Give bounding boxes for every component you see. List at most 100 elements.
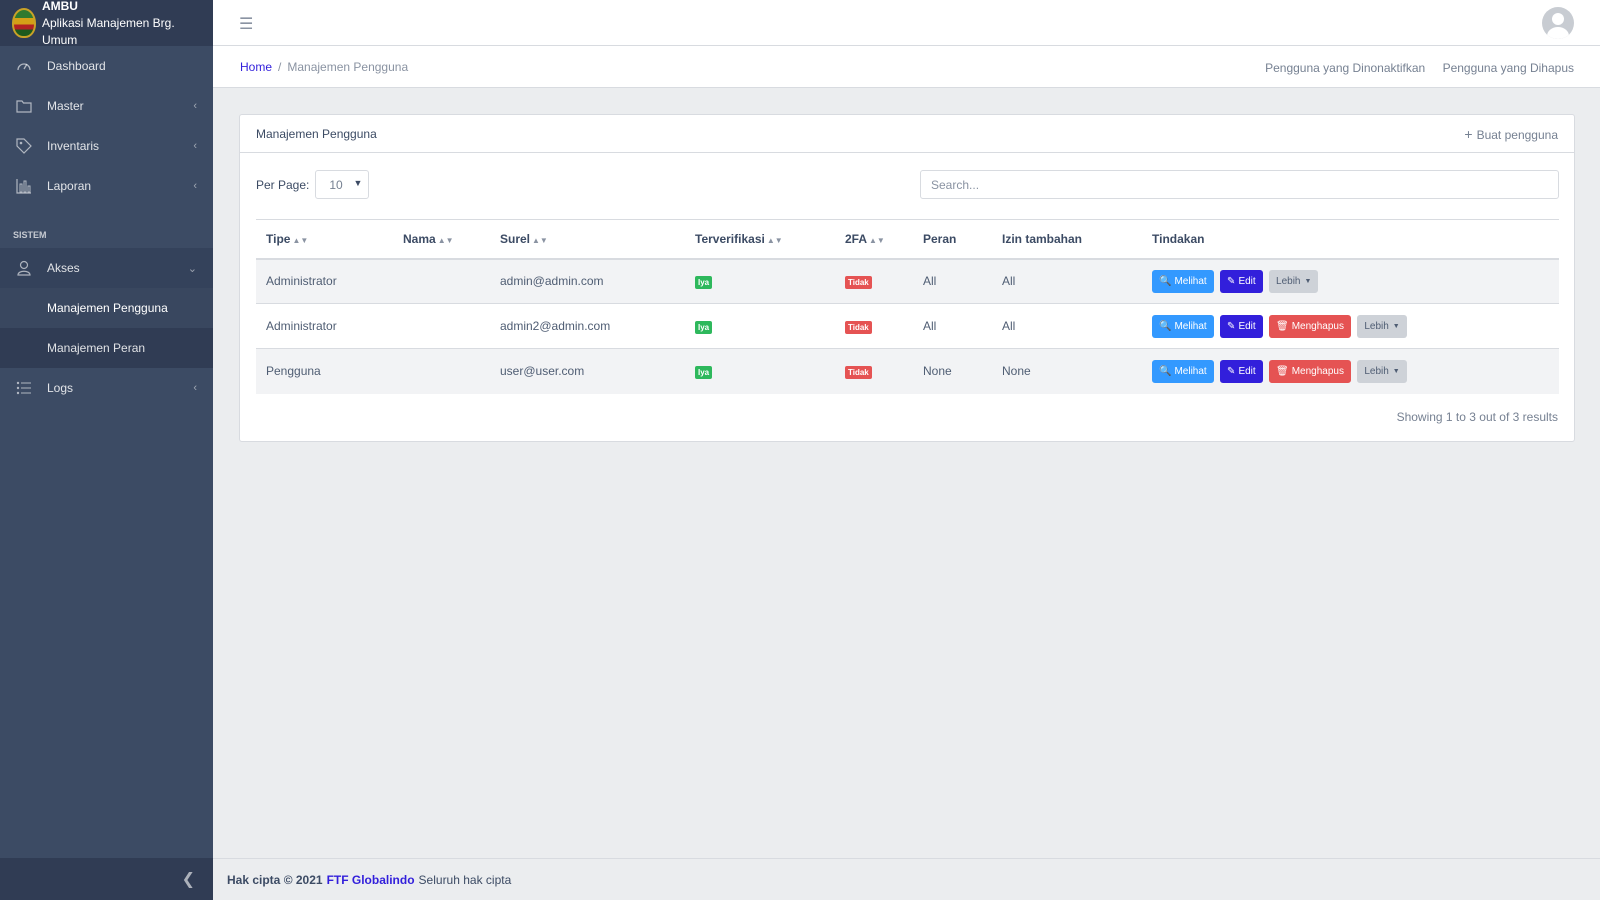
cell-actions: 🔍 Melihat ✎ Edit 🗑 Menghapus Lebih ▼ bbox=[1142, 348, 1559, 394]
cell-surel: admin2@admin.com bbox=[490, 303, 685, 349]
top-header: ☰ bbox=[213, 0, 1600, 46]
chart-icon bbox=[16, 178, 32, 194]
cell-surel: user@user.com bbox=[490, 348, 685, 394]
chevron-down-icon: ⌄ bbox=[187, 262, 197, 275]
column-header-tipe[interactable]: Tipe ▲▼ bbox=[256, 219, 393, 260]
sort-icon: ▲▼ bbox=[869, 235, 885, 245]
column-header-2fa[interactable]: 2FA ▲▼ bbox=[835, 219, 913, 260]
sidebar-item-manajemen-peran[interactable]: Manajemen Peran bbox=[0, 328, 213, 368]
brand-title: AMBU bbox=[41, 0, 78, 13]
column-header-tindakan: Tindakan bbox=[1142, 219, 1559, 260]
more-dropdown-button[interactable]: Lebih ▼ bbox=[1269, 269, 1319, 293]
subheader-nav: Pengguna yang Dinonaktifkan Pengguna yan… bbox=[1251, 61, 1574, 75]
column-header-label: Tindakan bbox=[1152, 231, 1205, 246]
sidebar-item-logs[interactable]: Logs ‹ bbox=[0, 368, 213, 408]
sort-icon: ▲▼ bbox=[437, 235, 454, 245]
column-header-label: 2FA bbox=[845, 231, 868, 246]
view-button[interactable]: 🔍 Melihat bbox=[1152, 359, 1214, 383]
footer: Hak cipta © 2021 FTF Globalindo Seluruh … bbox=[213, 858, 1600, 900]
view-button-label: Melihat bbox=[1174, 365, 1207, 377]
sidebar-minimize-button[interactable]: ❮ bbox=[0, 858, 213, 900]
user-avatar[interactable] bbox=[1542, 7, 1574, 39]
cell-2fa: Tidak bbox=[835, 258, 913, 304]
chevron-left-icon: ❮ bbox=[181, 871, 195, 888]
sidebar-item-laporan[interactable]: Laporan ‹ bbox=[0, 166, 213, 206]
brand-text: AMBU Aplikasi Manajemen Brg. Umum bbox=[42, 0, 213, 49]
more-button-label: Lebih bbox=[1276, 275, 1301, 287]
delete-button-label: Menghapus bbox=[1291, 320, 1344, 332]
hamburger-menu-icon[interactable]: ☰ bbox=[239, 16, 254, 33]
chevron-left-icon: ‹ bbox=[193, 180, 197, 192]
sidebar-item-label: Manajemen Pengguna bbox=[47, 301, 168, 315]
sidebar-item-label: Manajemen Peran bbox=[47, 341, 146, 355]
cell-actions: 🔍 Melihat ✎ Edit Lebih ▼ bbox=[1142, 258, 1559, 304]
per-page-value: 10 bbox=[329, 177, 343, 192]
verified-badge: Iya bbox=[695, 365, 713, 379]
view-button[interactable]: 🔍 Melihat bbox=[1152, 314, 1214, 338]
table-row: Administrator admin@admin.com Iya Tidak … bbox=[256, 258, 1559, 304]
view-button[interactable]: 🔍 Melihat bbox=[1152, 269, 1214, 293]
sidebar-item-label: Inventaris bbox=[47, 139, 100, 153]
verified-badge: Iya bbox=[695, 275, 713, 289]
twofa-badge: Tidak bbox=[845, 275, 872, 289]
cell-actions: 🔍 Melihat ✎ Edit 🗑 Menghapus Lebih ▼ bbox=[1142, 303, 1559, 349]
cell-2fa: Tidak bbox=[835, 348, 913, 394]
search-input[interactable]: Search... bbox=[920, 170, 1559, 199]
edit-button-label: Edit bbox=[1238, 275, 1256, 287]
search-placeholder: Search... bbox=[931, 177, 980, 192]
verified-badge: Iya bbox=[695, 320, 713, 334]
results-summary: Showing 1 to 3 out of 3 results bbox=[1396, 410, 1558, 424]
deactivated-users-link[interactable]: Pengguna yang Dinonaktifkan bbox=[1265, 61, 1426, 75]
cell-2fa: Tidak bbox=[835, 303, 913, 349]
footer-rights: Seluruh hak cipta bbox=[418, 872, 512, 887]
delete-button[interactable]: 🗑 Menghapus bbox=[1269, 314, 1351, 338]
sidebar-item-master[interactable]: Master ‹ bbox=[0, 86, 213, 126]
sidebar-item-akses[interactable]: Akses ⌄ bbox=[0, 248, 213, 288]
edit-button[interactable]: ✎ Edit bbox=[1220, 314, 1263, 338]
cell-izin: None bbox=[992, 348, 1142, 394]
edit-button[interactable]: ✎ Edit bbox=[1220, 269, 1263, 293]
column-header-surel[interactable]: Surel ▲▼ bbox=[490, 219, 685, 260]
sort-icon: ▲▼ bbox=[292, 235, 309, 245]
brand-subtitle: Aplikasi Manajemen Brg. Umum bbox=[41, 15, 175, 47]
speedometer-icon bbox=[16, 58, 32, 74]
column-header-label: Izin tambahan bbox=[1002, 231, 1083, 246]
column-header-label: Surel bbox=[500, 231, 531, 246]
more-dropdown-button[interactable]: Lebih ▼ bbox=[1357, 314, 1407, 338]
more-dropdown-button[interactable]: Lebih ▼ bbox=[1357, 359, 1407, 383]
table-row: Administrator admin2@admin.com Iya Tidak… bbox=[256, 303, 1559, 349]
column-header-label: Terverifikasi bbox=[695, 231, 765, 246]
create-user-button[interactable]: + Buat pengguna bbox=[1464, 126, 1558, 142]
sidebar-item-dashboard[interactable]: Dashboard bbox=[0, 46, 213, 86]
brand[interactable]: AMBU Aplikasi Manajemen Brg. Umum bbox=[0, 0, 213, 49]
per-page-label: Per Page: bbox=[256, 177, 310, 192]
sidebar-item-label: Laporan bbox=[47, 179, 92, 193]
sidebar-item-manajemen-pengguna[interactable]: Manajemen Pengguna bbox=[0, 288, 213, 328]
sidebar-item-inventaris[interactable]: Inventaris ‹ bbox=[0, 126, 213, 166]
delete-button[interactable]: 🗑 Menghapus bbox=[1269, 359, 1351, 383]
sidebar-item-label: Logs bbox=[47, 381, 74, 395]
tag-icon bbox=[16, 138, 32, 154]
subheader: Home / Manajemen Pengguna Pengguna yang Di… bbox=[213, 46, 1600, 88]
edit-button[interactable]: ✎ Edit bbox=[1220, 359, 1263, 383]
per-page-select[interactable]: 10 ▼ bbox=[315, 170, 370, 199]
card-header: Manajemen Pengguna + Buat pengguna bbox=[240, 115, 1574, 153]
column-header-terverifikasi[interactable]: Terverifikasi ▲▼ bbox=[685, 219, 835, 260]
caret-down-icon: ▼ bbox=[1392, 322, 1400, 330]
folder-icon bbox=[16, 98, 32, 114]
create-user-label: Buat pengguna bbox=[1476, 127, 1558, 142]
breadcrumb-home-link[interactable]: Home bbox=[240, 60, 273, 74]
pencil-icon: ✎ bbox=[1227, 320, 1236, 332]
twofa-badge: Tidak bbox=[845, 365, 872, 379]
footer-company-link[interactable]: FTF Globalindo bbox=[326, 872, 415, 887]
sidebar-nav: Dashboard Master ‹ Inventaris ‹ Laporan … bbox=[0, 46, 213, 206]
pencil-icon: ✎ bbox=[1227, 365, 1236, 377]
column-header-nama[interactable]: Nama ▲▼ bbox=[393, 219, 490, 260]
cell-verified: Iya bbox=[685, 303, 835, 349]
pencil-icon: ✎ bbox=[1227, 275, 1236, 287]
user-management-card: Manajemen Pengguna + Buat pengguna Per Pa… bbox=[239, 114, 1575, 442]
plus-icon: + bbox=[1464, 125, 1473, 142]
sidebar-item-label: Akses bbox=[47, 261, 80, 275]
deleted-users-link[interactable]: Pengguna yang Dihapus bbox=[1442, 61, 1574, 75]
cell-verified: Iya bbox=[685, 348, 835, 394]
